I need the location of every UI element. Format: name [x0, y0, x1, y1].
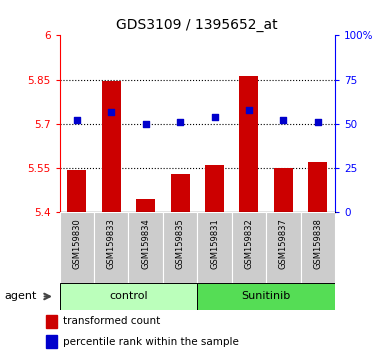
Text: agent: agent [5, 291, 37, 302]
Text: Sunitinib: Sunitinib [241, 291, 291, 302]
Bar [60, 283, 197, 310]
Bar [46, 335, 57, 348]
Bar [67, 170, 86, 212]
Text: GSM159834: GSM159834 [141, 218, 150, 269]
Point [74, 118, 80, 123]
Bar [301, 212, 335, 283]
Bar [171, 174, 189, 212]
Text: control: control [109, 291, 148, 302]
Point [280, 118, 286, 123]
Text: GSM159833: GSM159833 [107, 218, 116, 269]
Bar [163, 212, 197, 283]
Bar [129, 212, 163, 283]
Bar [274, 167, 293, 212]
Bar [266, 212, 301, 283]
Title: GDS3109 / 1395652_at: GDS3109 / 1395652_at [117, 18, 278, 32]
Bar [232, 212, 266, 283]
Point [246, 107, 252, 113]
Bar [46, 315, 57, 327]
Text: GSM159838: GSM159838 [313, 218, 322, 269]
Text: GSM159832: GSM159832 [244, 218, 253, 269]
Point [142, 121, 149, 127]
Bar [102, 81, 121, 212]
Point [211, 114, 218, 120]
Text: GSM159831: GSM159831 [210, 218, 219, 269]
Bar [205, 165, 224, 212]
Point [315, 119, 321, 125]
Text: GSM159837: GSM159837 [279, 218, 288, 269]
Bar [197, 212, 232, 283]
Bar [94, 212, 129, 283]
Bar [197, 283, 335, 310]
Text: GSM159830: GSM159830 [72, 218, 81, 269]
Text: transformed count: transformed count [63, 316, 160, 326]
Text: percentile rank within the sample: percentile rank within the sample [63, 337, 239, 347]
Point [108, 109, 114, 114]
Bar [239, 76, 258, 212]
Text: GSM159835: GSM159835 [176, 218, 185, 269]
Bar [60, 212, 94, 283]
Point [177, 119, 183, 125]
Bar [308, 162, 327, 212]
Bar [136, 199, 155, 212]
